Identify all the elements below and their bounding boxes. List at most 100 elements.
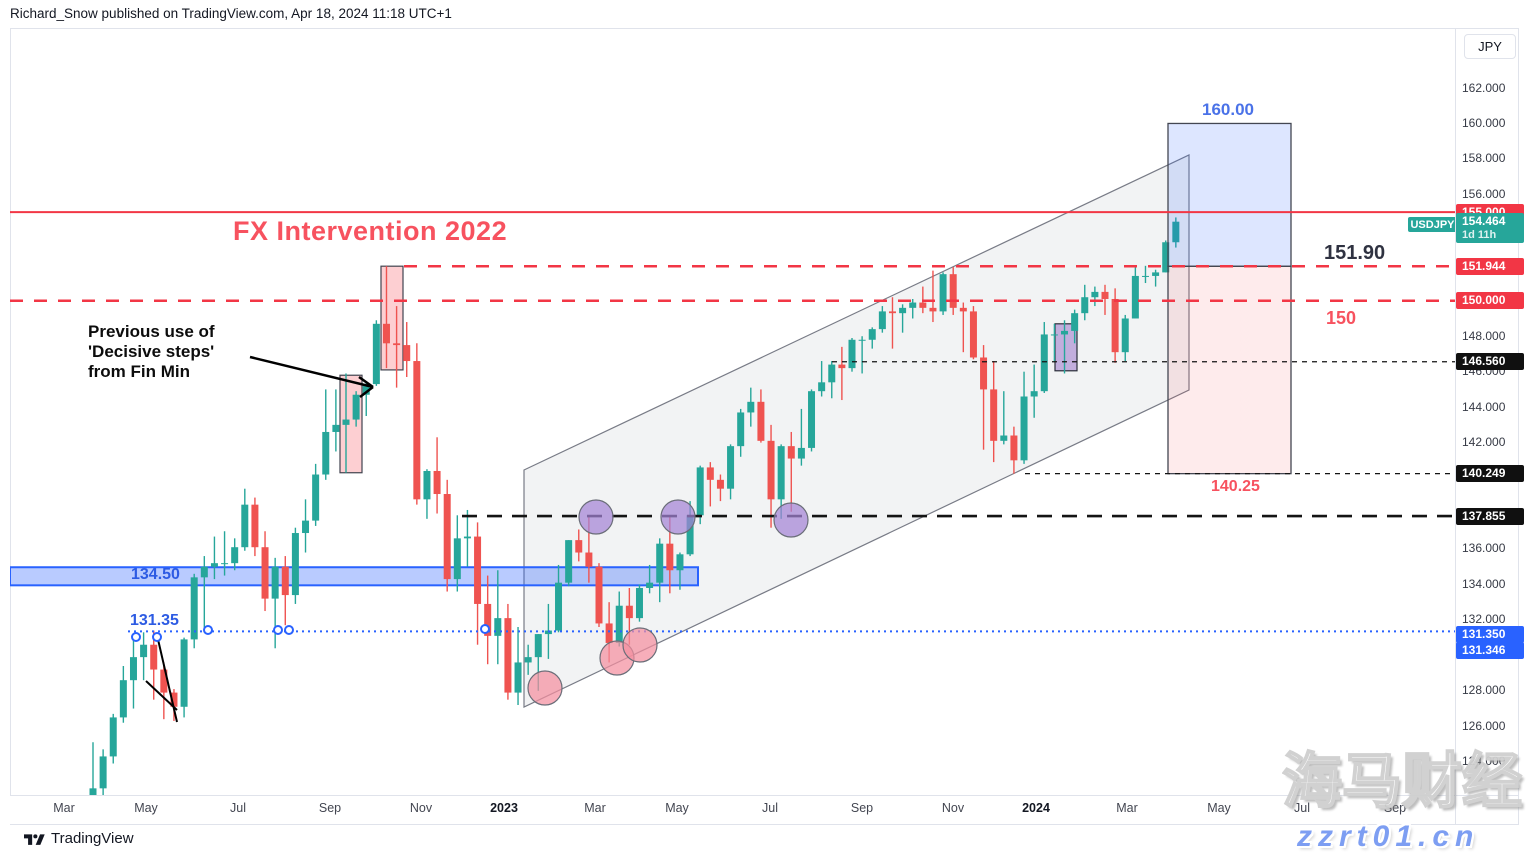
candle bbox=[959, 307, 967, 312]
candle bbox=[1020, 396, 1028, 461]
candle bbox=[808, 391, 816, 448]
candle bbox=[777, 446, 785, 500]
candle bbox=[140, 644, 148, 658]
price-tick-label: 124.000 bbox=[1462, 754, 1506, 769]
candle bbox=[443, 494, 451, 580]
chart-frame bbox=[10, 28, 1519, 825]
candle bbox=[666, 543, 674, 571]
candle bbox=[625, 605, 633, 619]
watermark-url-text: zzrt01.cn bbox=[1297, 820, 1480, 853]
candle bbox=[160, 669, 168, 693]
anchor-point bbox=[131, 632, 141, 642]
level-151-90-label: 151.90 bbox=[1324, 242, 1386, 264]
candle bbox=[210, 563, 218, 567]
anchor-point bbox=[284, 625, 294, 635]
candle bbox=[463, 536, 471, 539]
candle bbox=[919, 302, 927, 308]
candle bbox=[858, 339, 866, 341]
time-tick-label: May bbox=[665, 801, 689, 815]
price-tick-label: 148.000 bbox=[1462, 328, 1506, 343]
time-tick-label: Sep bbox=[1383, 801, 1407, 815]
time-tick-label: Mar bbox=[584, 801, 606, 815]
candle bbox=[706, 467, 714, 480]
candle bbox=[990, 389, 998, 441]
candle bbox=[1010, 435, 1018, 461]
time-tick-label: Jul bbox=[230, 801, 246, 815]
price-tick-label: 142.000 bbox=[1462, 435, 1506, 450]
time-axis[interactable]: Mar May Jul Sep Nov 2023 Mar May Jul Sep Nov 2024 Ma… bbox=[10, 796, 1455, 824]
candle bbox=[838, 364, 846, 369]
candle bbox=[534, 634, 542, 658]
candle bbox=[1152, 272, 1160, 276]
candle bbox=[352, 394, 360, 420]
candle bbox=[484, 603, 492, 636]
price-badge-154.464: 154.464 1d 11h bbox=[1456, 213, 1524, 244]
price-tick-label: 132.000 bbox=[1462, 612, 1506, 627]
candle bbox=[302, 520, 310, 534]
candle bbox=[221, 563, 229, 565]
time-tick-label: Mar bbox=[1116, 801, 1138, 815]
candle bbox=[555, 582, 563, 631]
candle bbox=[615, 605, 623, 643]
candle bbox=[747, 401, 755, 413]
time-tick-label: 2023 bbox=[490, 801, 518, 815]
price-tick-label: 136.000 bbox=[1462, 541, 1506, 556]
pink-circle-marker bbox=[622, 627, 658, 663]
currency-toggle-button[interactable]: JPY bbox=[1464, 34, 1516, 59]
candle bbox=[949, 274, 957, 308]
time-axis-separator bbox=[10, 795, 1518, 796]
time-tick-label: Nov bbox=[941, 801, 965, 815]
price-tick-label: 126.000 bbox=[1462, 718, 1506, 733]
annotation-arrow bbox=[249, 355, 374, 389]
candle bbox=[129, 657, 137, 681]
candle bbox=[332, 424, 340, 432]
purple-circle-marker bbox=[660, 499, 696, 535]
candle bbox=[372, 323, 380, 385]
anchor-point bbox=[273, 625, 283, 635]
candle bbox=[1061, 330, 1069, 335]
candle bbox=[929, 307, 937, 312]
price-badge-151.944: 151.944 bbox=[1456, 257, 1524, 275]
anchor-point bbox=[152, 632, 162, 642]
candle bbox=[696, 467, 704, 516]
candle bbox=[231, 547, 239, 564]
candle bbox=[1081, 297, 1089, 314]
candle bbox=[1050, 334, 1058, 336]
candle bbox=[676, 554, 684, 571]
candle bbox=[727, 446, 735, 489]
price-axis-separator bbox=[1455, 28, 1456, 824]
price-tick-label: 162.000 bbox=[1462, 80, 1506, 95]
upside-target-box bbox=[1167, 122, 1292, 267]
candle bbox=[1101, 291, 1109, 299]
purple-circle-marker bbox=[773, 502, 809, 538]
price-tick-label: 134.000 bbox=[1462, 576, 1506, 591]
series-price-flag: USDJPY bbox=[1408, 217, 1457, 232]
candle bbox=[1111, 298, 1119, 353]
price-tick-label: 158.000 bbox=[1462, 151, 1506, 166]
price-tick-label: 156.000 bbox=[1462, 186, 1506, 201]
candle bbox=[888, 311, 896, 314]
candle bbox=[423, 470, 431, 500]
candle bbox=[241, 504, 249, 548]
level-150-label: 150 bbox=[1326, 308, 1357, 328]
price-badge-131.350: 131.350 bbox=[1456, 625, 1524, 643]
candle bbox=[899, 307, 907, 314]
fx-intervention-label: FX Intervention 2022 bbox=[233, 216, 508, 246]
candle bbox=[656, 543, 664, 583]
candle bbox=[524, 657, 532, 663]
candle bbox=[109, 717, 117, 757]
candle bbox=[1172, 221, 1180, 243]
candlestick-chart[interactable] bbox=[10, 28, 1455, 795]
candle bbox=[382, 323, 390, 344]
candle bbox=[403, 345, 411, 362]
anchor-point bbox=[480, 624, 490, 634]
candle bbox=[828, 364, 836, 383]
price-axis[interactable]: 162.000 160.000 158.000 156.000 148.000 146.0… bbox=[1456, 28, 1528, 795]
time-tick-label: May bbox=[1207, 801, 1231, 815]
candle bbox=[1141, 275, 1149, 277]
candle bbox=[474, 536, 482, 604]
tradingview-brand: TradingView bbox=[24, 830, 134, 847]
purple-circle-marker bbox=[578, 499, 614, 535]
price-badge-140.249: 140.249 bbox=[1456, 465, 1524, 483]
upside-target-label: 160.00 bbox=[1202, 100, 1254, 119]
